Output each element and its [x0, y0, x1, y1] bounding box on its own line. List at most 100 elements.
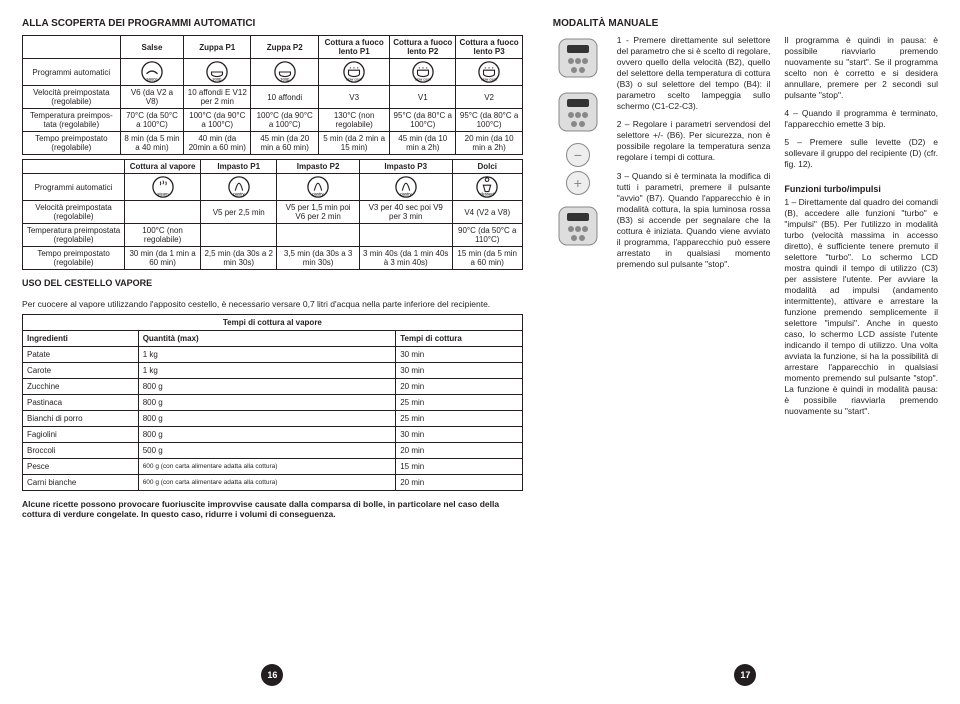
- st-c2: Tempi di cottura: [396, 330, 523, 346]
- t2-corner: [23, 160, 125, 174]
- t2-r3c5: 15 min (da 5 min a 60 min): [452, 247, 522, 270]
- step-4-text: 4 – Quando il programma è terminato, l'a…: [784, 108, 938, 130]
- plus-icon: +: [566, 171, 590, 195]
- svg-text:soup: soup: [280, 76, 290, 81]
- svg-text:sauce: sauce: [146, 76, 158, 81]
- svg-text:pastry: pastry: [312, 191, 324, 196]
- svg-text:dessert: dessert: [480, 191, 494, 196]
- svg-text:slow cook: slow cook: [415, 77, 431, 81]
- t1-h5: Cottura a fuoco lento P2: [390, 36, 456, 59]
- t1-r3c3: 45 min (da 20 min a 60 min): [251, 132, 319, 155]
- t2-rl3: Tempo preimpostato (regolabile): [23, 247, 125, 270]
- program-table-1: Salse Zuppa P1 Zuppa P2 Cottura a fuoco …: [22, 35, 523, 155]
- st-r7c2: 15 min: [396, 458, 523, 474]
- st-r7c0: Pesce: [23, 458, 139, 474]
- t2-r2c4: [359, 224, 452, 247]
- st-c0: Ingredienti: [23, 330, 139, 346]
- t2-r1c3: V5 per 1,5 min poi V6 per 2 min: [277, 201, 359, 224]
- st-r4c0: Bianchi di porro: [23, 410, 139, 426]
- dessert-icon: dessert: [452, 174, 522, 201]
- t1-h1: Salse: [120, 36, 184, 59]
- t1-r3c5: 45 min (da 10 min a 2h): [390, 132, 456, 155]
- steam-header-center: Tempi di cottura al vapore: [23, 314, 523, 330]
- t1-r1c3: 10 affondi: [251, 86, 319, 109]
- t1-corner: [23, 36, 121, 59]
- st-r4c2: 25 min: [396, 410, 523, 426]
- t1-rl2: Temperatura preimpos-tata (regolabile): [23, 109, 121, 132]
- t2-r2c5: 90°C (da 50°C a 110°C): [452, 224, 522, 247]
- st-r0c1: 1 kg: [138, 346, 396, 362]
- t2-r1c5: V4 (V2 a V8): [452, 201, 522, 224]
- minus-icon: −: [566, 143, 590, 167]
- st-r1c1: 1 kg: [138, 362, 396, 378]
- st-r3c1: 800 g: [138, 394, 396, 410]
- left-page: ALLA SCOPERTA DEI PROGRAMMI AUTOMATICI S…: [22, 18, 523, 686]
- st-r4c1: 800 g: [138, 410, 396, 426]
- t2-r1c1: [125, 201, 201, 224]
- st-r1c2: 30 min: [396, 362, 523, 378]
- turbo-subheading: Funzioni turbo/impulsi: [784, 184, 938, 194]
- st-r2c1: 800 g: [138, 378, 396, 394]
- plus-minus-icons: − +: [558, 143, 598, 195]
- t1-h3: Zuppa P2: [251, 36, 319, 59]
- t2-rl1: Velocità preimpostata (regolabile): [23, 201, 125, 224]
- st-r5c1: 800 g: [138, 426, 396, 442]
- t1-r2c1: 70°C (da 50°C a 100°C): [120, 109, 184, 132]
- st-r1c0: Carote: [23, 362, 139, 378]
- t1-h6: Cottura a fuoco lento P3: [456, 36, 522, 59]
- t1-h4: Cottura a fuoco lento P1: [319, 36, 390, 59]
- pastry-icon: pastry: [201, 174, 277, 201]
- st-r0c0: Patate: [23, 346, 139, 362]
- left-title: ALLA SCOPERTA DEI PROGRAMMI AUTOMATICI: [22, 18, 523, 29]
- slowcook-icon: slow cook: [319, 59, 390, 86]
- step-5-text: 5 – Premere sulle levette (D2) e solleva…: [784, 137, 938, 170]
- step-1-text: 1 - Premere direttamente sul selettore d…: [617, 35, 771, 112]
- svg-text:slow cook: slow cook: [346, 77, 362, 81]
- t1-r1c5: V1: [390, 86, 456, 109]
- svg-text:steam: steam: [157, 191, 169, 196]
- svg-text:pastry: pastry: [233, 191, 245, 196]
- t2-h5: Dolci: [452, 160, 522, 174]
- t1-r2c5: 95°C (da 80°C a 100°C): [390, 109, 456, 132]
- program-table-2: Cottura al vapore Impasto P1 Impasto P2 …: [22, 159, 523, 270]
- t1-rl3: Tempo preimpostato (regolabile): [23, 132, 121, 155]
- soup-icon-2: soup: [251, 59, 319, 86]
- t2-h2: Impasto P1: [201, 160, 277, 174]
- pastry-icon-3: pastry: [359, 174, 452, 201]
- t2-r2c1: 100°C (non regolabile): [125, 224, 201, 247]
- st-r8c0: Carni bianche: [23, 474, 139, 490]
- t2-r3c3: 3,5 min (da 30s a 3 min 30s): [277, 247, 359, 270]
- t2-h1: Cottura al vapore: [125, 160, 201, 174]
- t1-r3c2: 40 min (da 20min a 60 min): [184, 132, 251, 155]
- t1-r3c6: 20 min (da 10 min a 2h): [456, 132, 522, 155]
- control-panel-icon-3: [555, 203, 601, 249]
- svg-text:soup: soup: [213, 76, 223, 81]
- bottom-note: Alcune ricette possono provocare fuorius…: [22, 499, 523, 520]
- step-2-text: 2 – Regolare i parametri servendosi del …: [617, 119, 771, 163]
- page-number-left: 16: [261, 664, 283, 686]
- page-number-right: 17: [734, 664, 756, 686]
- t1-r2c3: 100°C (da 90°C a 100°C): [251, 109, 319, 132]
- t2-r1c2: V5 per 2,5 min: [201, 201, 277, 224]
- t1-rl0: Programmi automatici: [23, 59, 121, 86]
- steam-table: Tempi di cottura al vapore Ingredienti Q…: [22, 314, 523, 491]
- t2-r2c3: [277, 224, 359, 247]
- st-r0c2: 30 min: [396, 346, 523, 362]
- t1-r2c4: 130°C (non regolabile): [319, 109, 390, 132]
- t1-r2c6: 95°C (da 80°C a 100°C): [456, 109, 522, 132]
- right-text-col-1: 1 - Premere direttamente sul selettore d…: [617, 35, 771, 658]
- steam-intro: Per cuocere al vapore utilizzando l'appo…: [22, 299, 523, 310]
- t2-h3: Impasto P2: [277, 160, 359, 174]
- t2-rl0: Programmi automatici: [23, 174, 125, 201]
- svg-text:pastry: pastry: [400, 191, 412, 196]
- t2-h4: Impasto P3: [359, 160, 452, 174]
- control-panel-icon-2: [555, 89, 601, 135]
- t1-r1c2: 10 affondi E V12 per 2 min: [184, 86, 251, 109]
- st-r2c2: 20 min: [396, 378, 523, 394]
- t2-r3c2: 2,5 min (da 30s a 2 min 30s): [201, 247, 277, 270]
- st-r8c2: 20 min: [396, 474, 523, 490]
- t2-r1c4: V3 per 40 sec poi V9 per 3 min: [359, 201, 452, 224]
- t2-r3c1: 30 min (da 1 min a 60 min): [125, 247, 201, 270]
- t1-h2: Zuppa P1: [184, 36, 251, 59]
- right-title: MODALITÀ MANUALE: [553, 18, 938, 29]
